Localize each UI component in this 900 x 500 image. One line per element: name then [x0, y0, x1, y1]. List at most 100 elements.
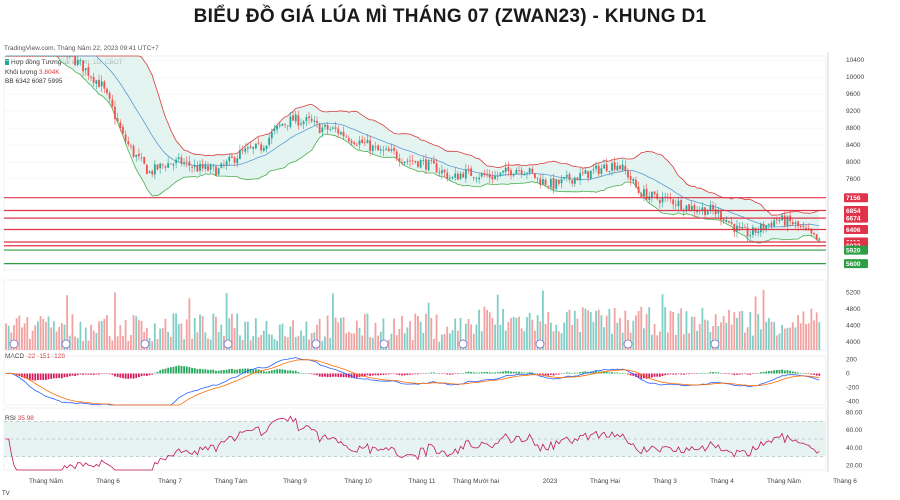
x-tick-label: Tháng 6 — [833, 478, 857, 485]
volume-bar — [459, 317, 462, 350]
macd-histogram-bar — [193, 368, 196, 374]
volume-bar — [451, 330, 454, 350]
candle-body — [106, 88, 108, 94]
volume-bar — [300, 330, 302, 350]
volume-bar — [363, 314, 366, 350]
candle-body — [36, 56, 39, 57]
volume-bar — [79, 321, 82, 350]
macd-histogram-bar — [576, 372, 579, 374]
volume-bar — [597, 309, 600, 350]
macd-histogram-bar — [486, 372, 488, 374]
candle-body — [565, 174, 568, 177]
candle-body — [355, 144, 358, 146]
volume-bar — [568, 309, 571, 350]
candle-body — [794, 222, 797, 224]
macd-histogram-bar — [228, 369, 231, 374]
macd-histogram-bar — [608, 372, 611, 374]
x-tick-label: Tháng 7 — [158, 478, 182, 485]
macd-histogram-bar — [786, 370, 789, 374]
volume-bar — [425, 313, 427, 350]
candle-body — [563, 177, 566, 179]
volume-bar — [337, 322, 340, 350]
volume-bar — [167, 331, 170, 350]
macd-histogram-bar — [164, 368, 167, 374]
macd-histogram-bar — [579, 372, 582, 374]
candle-body — [60, 56, 63, 57]
candle-body — [688, 204, 691, 211]
macd-histogram-bar — [401, 373, 403, 376]
macd-histogram-bar — [409, 373, 411, 375]
macd-histogram-bar — [68, 373, 71, 377]
volume-bar — [810, 308, 813, 350]
volume-bar — [775, 335, 778, 350]
price-tick-label: 9200 — [846, 108, 861, 115]
candle-body — [653, 191, 656, 195]
candle-body — [813, 232, 815, 235]
macd-histogram-bar — [560, 373, 563, 374]
volume-bar — [698, 323, 701, 350]
macd-histogram-bar — [499, 371, 502, 374]
rsi-tick-label: 40.00 — [846, 445, 863, 452]
candle-body — [690, 205, 693, 211]
candle-body — [270, 132, 273, 139]
macd-histogram-bar — [318, 373, 321, 377]
volume-bar — [409, 321, 411, 350]
volume-bar — [23, 323, 26, 350]
candle-body — [805, 227, 807, 229]
volume-bar — [552, 331, 555, 350]
volume-bar — [82, 341, 84, 350]
macd-histogram-bar — [698, 373, 701, 374]
candle-body — [201, 164, 204, 169]
volume-bar — [302, 335, 305, 350]
volume-bar — [419, 321, 422, 350]
macd-histogram-bar — [209, 369, 212, 374]
resistance-level-label: 6854 — [846, 208, 861, 215]
candle-body — [273, 128, 276, 132]
macd-histogram-bar — [71, 373, 74, 376]
candle-body — [334, 127, 337, 129]
price-tick-label: 10400 — [846, 57, 864, 64]
volume-bar — [576, 318, 579, 350]
candle-body — [278, 124, 281, 126]
candle-body — [151, 170, 154, 175]
volume-bar — [643, 328, 645, 350]
candle-body — [704, 207, 706, 216]
candle-body — [297, 115, 300, 126]
macd-histogram-bar — [406, 373, 409, 376]
candle-body — [454, 173, 457, 178]
macd-values: -22 -151 -128 — [25, 353, 65, 360]
volume-bar — [111, 340, 114, 350]
volume-bar — [674, 334, 677, 350]
x-tick-label: Tháng 3 — [653, 478, 677, 485]
volume-bar — [273, 339, 276, 350]
support-level-label: 5600 — [846, 261, 861, 268]
macd-histogram-bar — [390, 373, 393, 375]
macd-histogram-bar — [95, 373, 98, 375]
dividend-marker-icon — [458, 339, 468, 349]
macd-histogram-bar — [382, 373, 385, 375]
candle-body — [422, 160, 425, 161]
volume-bar — [50, 327, 53, 350]
candle-body — [284, 124, 286, 126]
macd-histogram-bar — [688, 373, 691, 375]
macd-histogram-bar — [717, 372, 720, 374]
candle-body — [478, 177, 481, 180]
candle-body — [515, 169, 518, 175]
volume-bar — [797, 315, 799, 350]
volume-bar — [672, 312, 675, 350]
volume-bar — [640, 306, 643, 350]
volume-bar — [355, 320, 358, 350]
volume-bar — [161, 328, 164, 350]
candle-body — [526, 172, 528, 174]
macd-histogram-bar — [167, 367, 170, 374]
macd-histogram-bar — [58, 373, 61, 378]
candle-body — [555, 179, 558, 189]
volume-bar — [491, 317, 494, 350]
macd-tick-label: 0 — [846, 371, 850, 378]
volume-bar — [225, 293, 228, 350]
candle-body — [722, 219, 725, 221]
volume-bar — [36, 321, 39, 350]
resistance-level-tag — [844, 224, 868, 234]
volume-bar — [666, 332, 669, 350]
